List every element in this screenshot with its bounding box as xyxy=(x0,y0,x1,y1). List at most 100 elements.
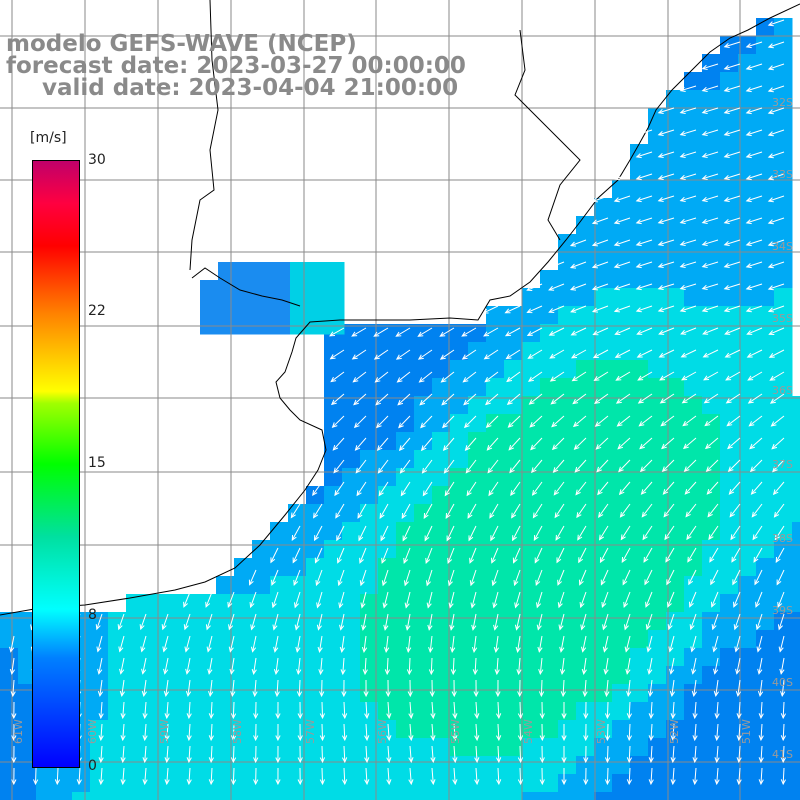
wind-arrow xyxy=(319,745,326,764)
wind-arrow xyxy=(441,393,455,406)
wind-speed-cell xyxy=(342,756,361,775)
wind-arrow xyxy=(598,503,609,518)
wind-arrow xyxy=(208,723,214,742)
wind-speed-cell xyxy=(666,108,685,127)
wind-speed-cell xyxy=(612,216,631,235)
wind-speed-cell xyxy=(90,702,109,721)
wind-speed-cell xyxy=(594,468,613,487)
wind-speed-cell xyxy=(306,522,325,541)
lat-label-36s: 36S xyxy=(772,384,793,397)
wind-arrow xyxy=(680,349,697,358)
wind-arrow xyxy=(771,437,785,450)
wind-arrow xyxy=(364,723,370,742)
wind-arrow xyxy=(713,679,719,697)
wind-speed-cell xyxy=(450,630,469,649)
wind-speed-cell xyxy=(504,576,523,595)
wind-arrow xyxy=(624,635,631,653)
wind-speed-cell xyxy=(252,738,271,757)
wind-arrow xyxy=(602,635,609,653)
wind-speed-cell xyxy=(162,630,181,649)
coastline xyxy=(0,0,800,616)
wind-arrow xyxy=(253,767,259,786)
wind-speed-cell xyxy=(270,522,289,541)
wind-arrow xyxy=(444,481,455,497)
wind-arrow xyxy=(341,723,348,742)
wind-arrow xyxy=(363,679,369,698)
wind-speed-cell xyxy=(342,684,361,703)
wind-arrow xyxy=(208,701,214,720)
wind-speed-cell xyxy=(774,756,793,775)
wind-arrow xyxy=(474,723,480,742)
wind-speed-cell xyxy=(666,648,685,667)
wind-speed-cell xyxy=(468,414,487,433)
wind-speed-cell xyxy=(180,738,199,757)
wind-arrow xyxy=(657,239,675,246)
wind-speed-cell xyxy=(774,72,793,91)
wind-arrow xyxy=(767,85,785,93)
colorbar-tick-15: 15 xyxy=(88,455,106,471)
wind-speed-cell xyxy=(558,270,577,289)
wind-arrow xyxy=(396,371,411,383)
wind-speed-cell xyxy=(738,666,757,685)
wind-speed-cell xyxy=(360,648,379,667)
wind-speed-cell xyxy=(756,378,775,397)
wind-arrow xyxy=(692,723,698,742)
wind-speed-cell xyxy=(342,432,361,451)
wind-speed-cell xyxy=(756,630,775,649)
wind-speed-cell xyxy=(486,414,505,433)
wind-speed-cell xyxy=(774,522,793,541)
wind-arrow xyxy=(573,437,587,450)
wind-arrow xyxy=(767,129,785,137)
wind-speed-cell xyxy=(414,468,433,487)
wind-speed-cell xyxy=(486,378,505,397)
wind-speed-cell xyxy=(558,378,577,397)
wind-arrow xyxy=(11,767,17,786)
wind-speed-cell xyxy=(450,432,469,451)
wind-arrow xyxy=(679,107,697,114)
wind-speed-cell xyxy=(702,558,721,577)
wind-speed-cell xyxy=(666,738,685,757)
wind-speed-cell xyxy=(612,576,631,595)
wind-arrow xyxy=(777,591,785,608)
wind-arrow xyxy=(426,591,433,609)
wind-speed-cell xyxy=(648,612,667,631)
wind-speed-cell xyxy=(450,594,469,613)
wind-speed-cell xyxy=(360,468,379,487)
wind-arrow xyxy=(526,305,543,314)
wind-speed-cell xyxy=(774,486,793,505)
wind-speed-cell xyxy=(756,450,775,469)
wind-arrow xyxy=(483,327,499,337)
wind-speed-cell xyxy=(648,576,667,595)
wind-speed-cell xyxy=(432,756,451,775)
wind-speed-cell xyxy=(702,270,721,289)
wind-arrow xyxy=(735,679,742,697)
wind-speed-cell xyxy=(468,486,487,505)
wind-speed-cell xyxy=(486,576,505,595)
wind-speed-cell xyxy=(738,648,757,667)
wind-arrow xyxy=(465,459,477,474)
wind-arrow xyxy=(583,767,589,786)
wind-speed-cell xyxy=(324,576,343,595)
wind-speed-cell xyxy=(630,648,649,667)
wind-speed-cell xyxy=(558,576,577,595)
wind-arrow xyxy=(11,745,17,764)
wind-speed-cell xyxy=(468,612,487,631)
wind-speed-cell xyxy=(378,396,397,415)
wind-arrow xyxy=(532,503,543,519)
wind-speed-cell xyxy=(90,666,109,685)
wind-arrow xyxy=(338,591,345,609)
wind-speed-cell xyxy=(630,306,649,325)
wind-arrow xyxy=(571,349,587,359)
wind-speed-cell xyxy=(272,280,291,299)
wind-arrow xyxy=(186,745,192,764)
wind-arrow xyxy=(561,745,567,764)
wind-arrow xyxy=(337,569,345,587)
wind-speed-cell xyxy=(702,360,721,379)
wind-speed-cell xyxy=(774,432,793,451)
wind-arrow xyxy=(638,415,653,427)
wind-arrow xyxy=(275,745,281,764)
wind-arrow xyxy=(297,745,303,764)
wind-speed-cell xyxy=(648,180,667,199)
wind-speed-cell xyxy=(720,252,739,271)
